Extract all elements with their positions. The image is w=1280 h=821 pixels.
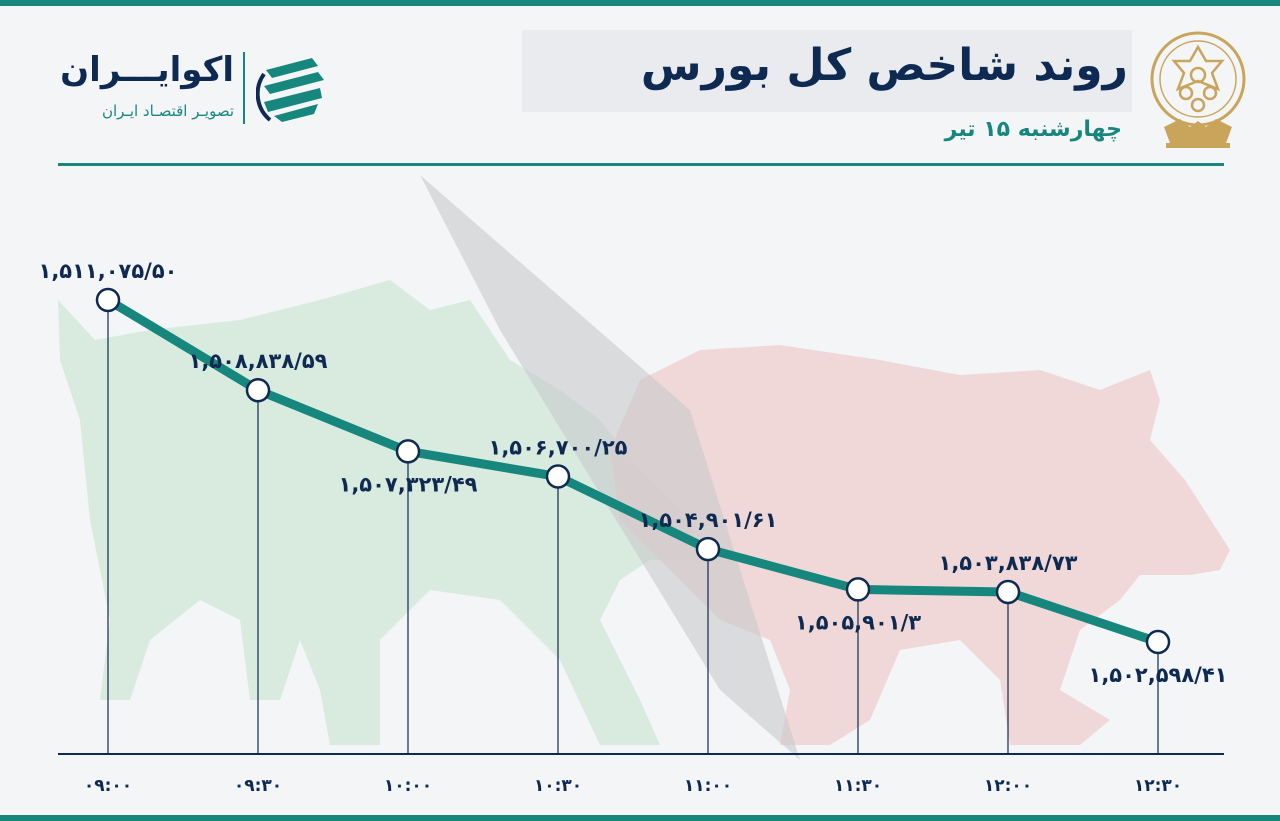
data-label: ۱,۵۰۵,۹۰۱/۳: [795, 610, 921, 634]
data-labels: ۱,۵۱۱,۰۷۵/۵۰ ۱,۵۰۸,۸۳۸/۵۹ ۱,۵۰۷,۳۲۳/۴۹ ۱,۵۰…: [39, 259, 1228, 687]
series-line-group: [103, 295, 1163, 647]
x-tick-label: ۱۱:۳۰: [834, 776, 882, 796]
x-tick-label: ۱۰:۳۰: [534, 776, 582, 796]
series-line: [103, 295, 1163, 647]
x-tick-label: ۰۹:۰۰: [84, 776, 132, 796]
data-point: [245, 377, 271, 403]
ecoiran-logo-icon: [256, 58, 324, 122]
x-tick-label: ۱۱:۰۰: [684, 776, 732, 796]
data-label: ۱,۵۰۸,۸۳۸/۵۹: [189, 349, 328, 373]
data-point: [545, 464, 571, 489]
top-frame-bar: [0, 0, 1280, 6]
date-subtitle: چهارشنبه ۱۵ تیر: [944, 117, 1122, 142]
data-label: ۱,۵۰۴,۹۰۱/۶۱: [639, 508, 778, 532]
brand-separator: [243, 52, 245, 124]
x-tick-label: ۱۲:۳۰: [1134, 776, 1182, 796]
x-tick-labels: ۰۹:۰۰ ۰۹:۳۰ ۱۰:۰۰ ۱۰:۳۰ ۱۱:۰۰ ۱۱:۳۰ ۱۲:۰۰ ۱۲:۳۰: [84, 776, 1182, 796]
data-point: [845, 577, 871, 602]
data-label: ۱,۵۱۱,۰۷۵/۵۰: [39, 259, 178, 283]
page-title: روند شاخص کل بورس: [640, 40, 1128, 91]
header-divider: [58, 163, 1224, 166]
brand-name: اکوایـــران: [60, 50, 234, 90]
data-label: ۱,۵۰۶,۷۰۰/۲۵: [489, 436, 628, 460]
drop-lines: [107, 312, 1159, 754]
data-label: ۱,۵۰۷,۳۲۳/۴۹: [339, 472, 478, 496]
background-illustration: [58, 175, 1230, 760]
data-point: [395, 439, 421, 464]
brand-tagline: تصویـر اقتصـاد ایـران: [101, 102, 234, 120]
title-background: [522, 30, 1132, 112]
bear-silhouette: [610, 345, 1230, 745]
data-points: [95, 287, 1171, 655]
stock-exchange-emblem-icon: [1150, 31, 1246, 148]
data-point: [95, 287, 121, 313]
bottom-frame-bar: [0, 815, 1280, 821]
x-tick-label: ۱۲:۰۰: [984, 776, 1032, 796]
downward-arrow-shape: [420, 175, 800, 760]
data-point: [995, 579, 1021, 605]
data-label: ۱,۵۰۳,۸۳۸/۷۳: [939, 551, 1078, 575]
bull-silhouette: [58, 280, 700, 745]
data-point: [1145, 629, 1171, 655]
x-tick-label: ۱۰:۰۰: [384, 776, 432, 796]
data-label: ۱,۵۰۲,۵۹۸/۴۱: [1089, 663, 1228, 687]
data-point: [695, 536, 721, 562]
x-tick-label: ۰۹:۳۰: [234, 776, 282, 796]
